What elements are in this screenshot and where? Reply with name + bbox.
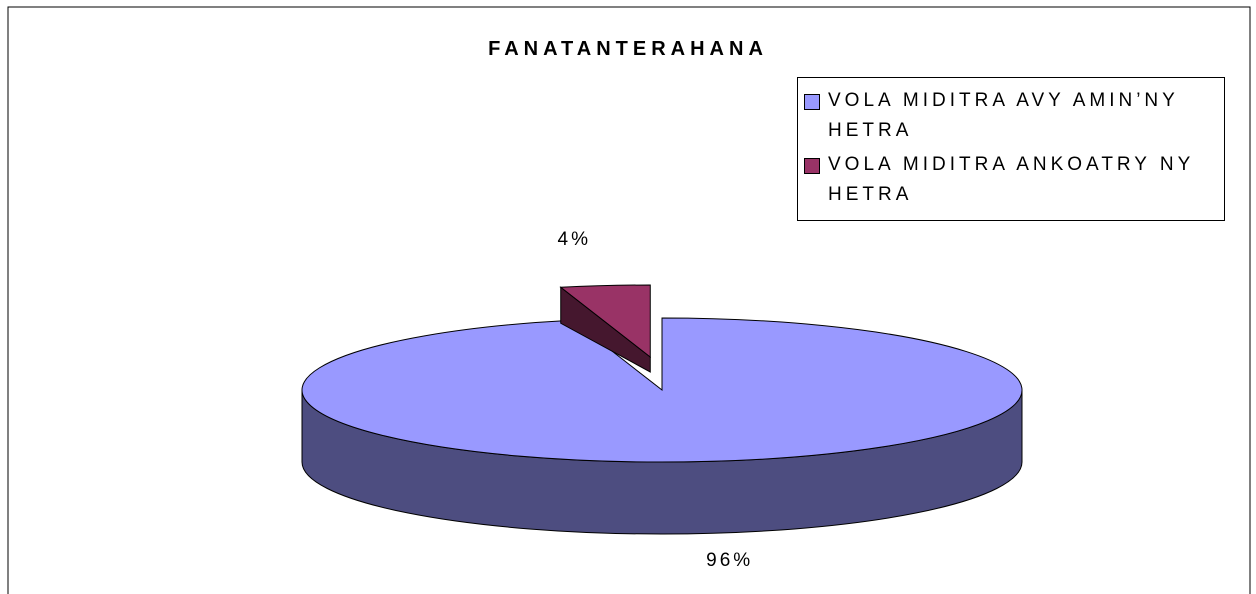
- chart-title: FANATANTERAHANA: [488, 38, 768, 60]
- legend: VOLA MIDITRA AVY AMIN’NY HETRA VOLA MIDIT…: [797, 77, 1225, 221]
- legend-entry: VOLA MIDITRA AVY AMIN’NY HETRA: [804, 86, 1214, 146]
- legend-entry: VOLA MIDITRA ANKOATRY NY HETRA: [804, 150, 1214, 210]
- data-label: 4%: [558, 229, 591, 250]
- legend-swatch: [804, 94, 820, 110]
- data-label: 96%: [706, 550, 753, 571]
- legend-label: VOLA MIDITRA AVY AMIN’NY HETRA: [828, 90, 1179, 141]
- slice: [559, 284, 651, 359]
- chart-frame: [7, 6, 1251, 594]
- legend-label: VOLA MIDITRA ANKOATRY NY HETRA: [828, 154, 1194, 205]
- legend-swatch: [804, 158, 820, 174]
- slice: [301, 317, 1023, 463]
